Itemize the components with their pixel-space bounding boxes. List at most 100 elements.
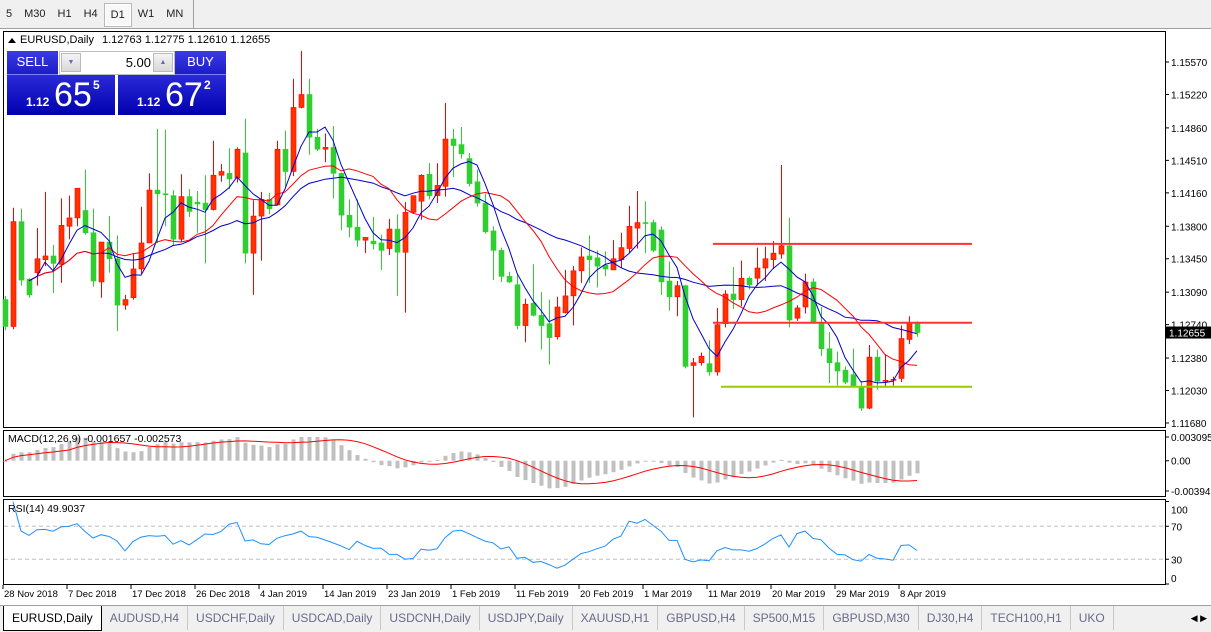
candle-bearish	[354, 226, 361, 241]
tab-gbpusd-h4[interactable]: GBPUSD,H4	[658, 606, 745, 630]
date-tick-label: 8 Apr 2019	[900, 589, 946, 600]
candle-bearish	[106, 241, 113, 260]
candle-bullish	[290, 107, 297, 172]
price-tick-label: 1.11680	[1171, 419, 1207, 430]
tab-usdjpy-daily[interactable]: USDJPY,Daily	[480, 606, 573, 630]
candle-bearish	[530, 302, 537, 316]
macd-histogram-bar	[139, 451, 144, 461]
candle-bearish	[666, 280, 673, 298]
macd-histogram-bar	[259, 445, 264, 461]
macd-histogram-bar	[67, 441, 72, 461]
candle-bullish	[882, 380, 889, 382]
price-tick-label: 1.14860	[1171, 124, 1208, 135]
macd-histogram-bar	[635, 460, 640, 464]
date-tick-label: 23 Jan 2019	[388, 589, 440, 600]
timeframe-w1[interactable]: W1	[137, 8, 155, 20]
candle-bearish	[314, 136, 321, 150]
macd-histogram-bar	[915, 460, 920, 474]
timeframe-d1[interactable]: D1	[103, 3, 132, 27]
candle-bearish	[490, 230, 497, 251]
triangle-up-icon[interactable]	[8, 37, 16, 43]
macd-histogram-bar	[587, 460, 592, 478]
macd-histogram-bar	[563, 460, 568, 487]
arrow-up-icon[interactable]: ▲	[153, 53, 173, 72]
candle-bearish	[746, 277, 753, 286]
timeframe-h4[interactable]: H4	[83, 8, 98, 20]
macd-histogram-bar	[155, 444, 160, 461]
macd-histogram-bar	[723, 460, 728, 480]
candle-bearish	[426, 173, 433, 196]
timeframe-buttons: 5 M30 H1 H4 D1 W1 MN	[0, 0, 195, 28]
arrow-down-icon[interactable]: ▼	[61, 53, 81, 72]
macd-histogram-bar	[379, 460, 384, 466]
tab-eurusd-daily[interactable]: EURUSD,Daily	[3, 606, 102, 631]
candle-bullish	[738, 277, 745, 300]
tab-sp500-m15[interactable]: SP500,M15	[745, 606, 825, 630]
candle-bearish	[162, 193, 169, 196]
tab-xauusd-h1[interactable]: XAUUSD,H1	[573, 606, 659, 630]
buy-button[interactable]: BUY	[175, 51, 226, 75]
timeframe-mn[interactable]: MN	[166, 8, 184, 20]
tab-usdchf-daily[interactable]: USDCHF,Daily	[188, 606, 284, 630]
macd-histogram-bar	[99, 441, 104, 461]
candle-bearish	[602, 264, 609, 270]
rsi-tick-label: 100	[1171, 506, 1188, 517]
macd-histogram-bar	[163, 442, 168, 461]
volume-input[interactable]	[83, 53, 153, 72]
macd-histogram-bar	[683, 460, 688, 474]
tab-audusd-h4[interactable]: AUDUSD,H4	[102, 606, 189, 630]
candle-bearish	[586, 255, 593, 260]
one-click-trading-panel: SELL ▼ ▲ BUY 1.12 65 5 1.12 67 2	[7, 51, 226, 115]
macd-histogram-bar	[299, 437, 304, 461]
candle-bullish	[674, 285, 681, 298]
macd-histogram-bar	[227, 439, 232, 461]
candle-bullish	[770, 252, 777, 260]
tab-usdcad-daily[interactable]: USDCAD,Daily	[284, 606, 382, 630]
candle-bearish	[818, 322, 825, 350]
macd-histogram-bar	[747, 460, 752, 472]
macd-histogram-bar	[75, 437, 80, 461]
timeframe-toolbar: 5 M30 H1 H4 D1 W1 MN	[0, 0, 1211, 29]
candle-bearish	[450, 138, 457, 146]
tab-gbpusd-m30[interactable]: GBPUSD,M30	[824, 606, 919, 630]
candle-bearish	[850, 374, 857, 387]
macd-histogram-bar	[875, 460, 880, 483]
price-chart[interactable]: 1.15570 1.15220 1.14860 1.14510 1.14160 1.138…	[0, 29, 1211, 605]
macd-histogram-bar	[35, 449, 40, 461]
price-tick-label: 1.12740	[1171, 321, 1208, 332]
date-tick-label: 17 Dec 2018	[132, 589, 186, 600]
timeframe-h1[interactable]: H1	[57, 8, 72, 20]
macd-histogram-bar	[707, 460, 712, 484]
buy-price-box[interactable]: 1.12 67 2	[118, 75, 226, 115]
tab-uko[interactable]: UKO	[1071, 606, 1114, 630]
tab-usdcnh-daily[interactable]: USDCNH,Daily	[381, 606, 480, 630]
rsi-tick-label: 70	[1171, 522, 1183, 533]
candle-bullish	[562, 295, 569, 313]
macd-histogram-bar	[435, 459, 440, 461]
candle-bearish	[82, 210, 89, 234]
macd-histogram-bar	[843, 460, 848, 479]
rsi-label: RSI(14) 49.9037	[8, 503, 86, 515]
candle-bearish	[498, 250, 505, 277]
candle-bullish	[714, 324, 721, 373]
tab-dj30-h4[interactable]: DJ30,H4	[919, 606, 983, 630]
date-tick-label: 29 Mar 2019	[836, 589, 889, 600]
macd-histogram-bar	[771, 460, 776, 463]
candle-bearish	[154, 189, 161, 195]
macd-histogram-bar	[803, 460, 808, 464]
price-tick-label: 1.15220	[1171, 90, 1208, 101]
ma-mid-line	[28, 165, 918, 366]
price-tick-label: 1.14160	[1171, 189, 1208, 200]
macd-histogram-bar	[371, 460, 376, 463]
timeframe-m30[interactable]: M30	[24, 8, 46, 20]
candle-bullish	[778, 245, 785, 255]
tab-scroll-arrows-icon[interactable]: ◀ ▶	[1186, 606, 1211, 630]
tab-tech100-h1[interactable]: TECH100,H1	[982, 606, 1071, 630]
candle-bearish	[834, 362, 841, 372]
timeframe-5[interactable]: 5	[6, 8, 13, 20]
macd-histogram-bar	[499, 460, 504, 467]
sell-button[interactable]: SELL	[7, 51, 58, 75]
sell-price-box[interactable]: 1.12 65 5	[7, 75, 115, 115]
macd-histogram-bar	[691, 460, 696, 478]
macd-histogram-bar	[291, 439, 296, 461]
